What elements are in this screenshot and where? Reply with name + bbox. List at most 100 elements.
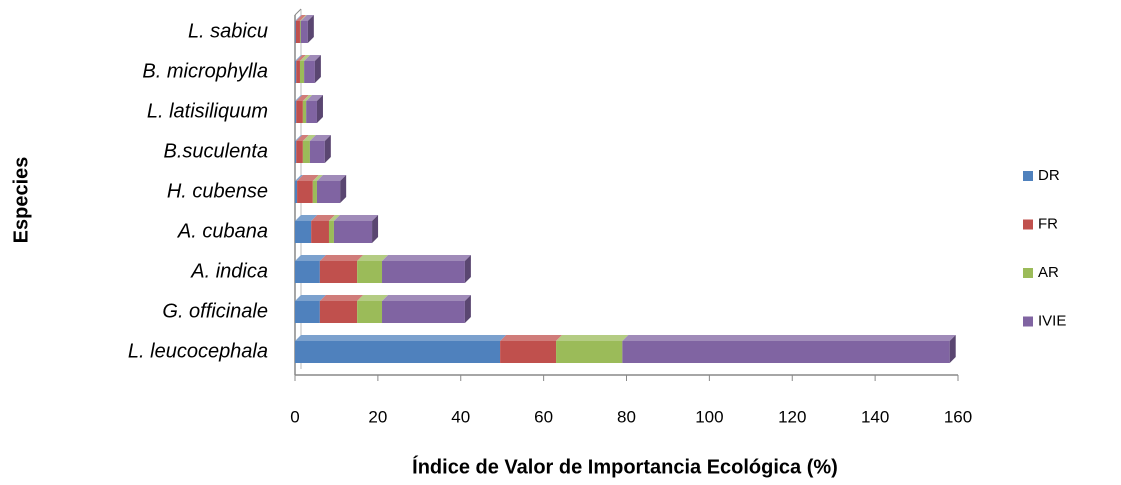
bar-side xyxy=(324,135,331,163)
y-tick-label: H. cubense xyxy=(167,180,268,202)
legend-swatch xyxy=(1023,219,1033,230)
bar xyxy=(306,101,317,123)
bar-top xyxy=(357,255,389,261)
x-tick-label: 140 xyxy=(861,407,889,426)
bar xyxy=(556,341,623,363)
bar xyxy=(296,141,303,163)
bar xyxy=(296,101,303,123)
bar xyxy=(295,101,297,123)
bar xyxy=(333,221,373,243)
x-tick-label: 80 xyxy=(617,407,636,426)
bar xyxy=(295,261,320,283)
bar xyxy=(295,61,297,83)
bar-top xyxy=(328,215,340,221)
bar-side xyxy=(372,215,379,243)
bar-top xyxy=(295,135,303,141)
bar-side xyxy=(464,255,471,283)
bar xyxy=(319,261,358,283)
bar-top xyxy=(309,135,331,141)
y-tick-label: B.suculenta xyxy=(163,140,268,162)
bar-top xyxy=(382,295,471,301)
x-tick-label: 160 xyxy=(944,407,972,426)
legend-label: DR xyxy=(1038,167,1060,184)
bar xyxy=(295,221,312,243)
y-tick-label: A. cubana xyxy=(177,220,268,242)
bar-top xyxy=(500,335,563,341)
bar-top xyxy=(295,335,507,341)
bar-top xyxy=(295,255,326,261)
bar xyxy=(357,261,383,283)
bar-top xyxy=(299,55,311,61)
bar-top xyxy=(382,255,471,261)
bar xyxy=(299,61,305,83)
bar-top xyxy=(311,215,335,221)
bar-top xyxy=(312,175,323,181)
bar xyxy=(297,181,313,203)
bar xyxy=(311,221,329,243)
bar xyxy=(382,301,465,323)
bar-top xyxy=(295,55,303,61)
bar-side xyxy=(307,15,314,43)
bar xyxy=(312,181,317,203)
bar-top xyxy=(622,335,956,341)
bar-top xyxy=(319,295,364,301)
bar xyxy=(316,181,341,203)
bar-top xyxy=(296,55,306,61)
x-tick-label: 120 xyxy=(778,407,806,426)
bar-top xyxy=(295,215,318,221)
bar-side xyxy=(340,175,347,203)
bar xyxy=(302,141,310,163)
bar xyxy=(357,301,383,323)
bar-top xyxy=(357,295,389,301)
bar-top xyxy=(304,55,321,61)
y-axis-title: Especies xyxy=(10,157,32,244)
y-tick-label: A. indica xyxy=(190,260,268,282)
bar xyxy=(309,141,325,163)
x-tick-label: 100 xyxy=(695,407,723,426)
bar-top xyxy=(296,95,309,101)
bar-side xyxy=(949,335,956,363)
legend-label: FR xyxy=(1038,215,1058,232)
legend-label: IVIE xyxy=(1038,312,1066,329)
bar-top xyxy=(300,15,314,21)
bar-top xyxy=(556,335,629,341)
legend-label: AR xyxy=(1038,264,1059,281)
legend-swatch xyxy=(1023,171,1033,181)
x-tick-label: 0 xyxy=(290,407,299,426)
x-axis-title: Índice de Valor de Importancia Ecológica… xyxy=(412,455,838,478)
bar-top xyxy=(299,15,307,21)
y-tick-label: L. latisiliquum xyxy=(147,100,268,122)
bar xyxy=(500,341,557,363)
bar xyxy=(304,61,315,83)
bar xyxy=(295,301,320,323)
bar xyxy=(622,341,950,363)
y-tick-label: B. microphylla xyxy=(142,60,268,82)
bar-top xyxy=(295,15,302,21)
bar-top xyxy=(295,175,304,181)
bar-side xyxy=(464,295,471,323)
bar-top xyxy=(333,215,379,221)
bar-top xyxy=(306,95,323,101)
bar-top xyxy=(297,175,319,181)
bar-top xyxy=(302,95,313,101)
bar-top xyxy=(295,15,306,21)
bar xyxy=(295,141,297,163)
bar xyxy=(382,261,465,283)
bar xyxy=(295,21,300,43)
y-tick-label: L. leucocephala xyxy=(128,340,268,362)
bar xyxy=(300,21,308,43)
bar xyxy=(295,341,501,363)
y-tick-label: L. sabicu xyxy=(188,20,268,42)
bar xyxy=(295,21,296,43)
wall-edge xyxy=(294,8,302,16)
bar xyxy=(328,221,334,243)
bar-side xyxy=(314,55,321,83)
bar-top xyxy=(316,175,347,181)
legend-swatch xyxy=(1023,316,1033,327)
bar xyxy=(302,101,307,123)
bar-top xyxy=(295,95,303,101)
bar-top xyxy=(296,135,309,141)
bar xyxy=(295,181,298,203)
bar xyxy=(319,301,358,323)
